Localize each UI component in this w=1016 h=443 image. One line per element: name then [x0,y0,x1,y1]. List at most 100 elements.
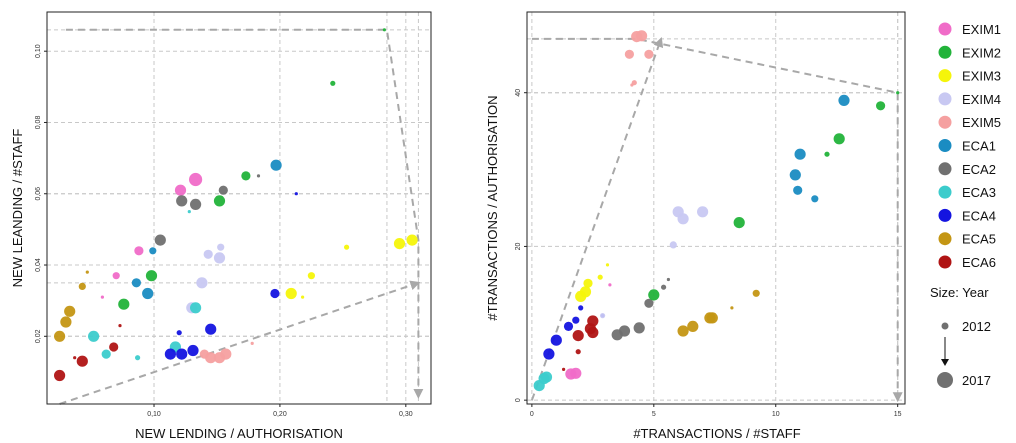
left-point-eca3 [88,330,100,342]
left-guide-lines [59,28,424,405]
left-point-exim2 [118,298,130,310]
legend-size-large-label: 2017 [962,373,991,388]
right-x-tick-label: 0 [530,411,534,418]
left-y-tick-label: 0,06 [35,187,42,201]
left-point-eca4 [164,348,176,360]
right-point-exim5 [636,30,648,42]
legend-size-arrowhead [941,359,949,366]
legend-marker-exim4 [938,92,952,106]
right-point-eca2 [633,322,645,334]
legend-label-exim5: EXIM5 [962,115,1001,130]
left-grid [47,12,431,404]
legend-label-eca2: ECA2 [962,162,996,177]
legend-series-list: EXIM1 EXIM2 EXIM3 EXIM4 EXIM5 ECA1 ECA2 ECA3 ECA… [938,22,1001,270]
right-point-exim1 [570,367,582,379]
right-point-eca1 [789,169,801,181]
legend-marker-eca5 [938,232,952,246]
left-point-exim5 [205,352,217,364]
left-point-eca1 [142,287,154,300]
left-y-tick-label: 0,08 [35,116,42,130]
left-x-axis-title: NEW LENDING / AUTHORISATION [135,426,343,441]
right-point-eca6 [562,367,566,371]
left-point-eca4 [205,323,217,335]
right-point-exim3 [583,278,593,288]
legend-marker-exim1 [938,22,952,36]
legend-marker-exim5 [938,115,952,129]
left-point-exim3 [406,234,418,246]
left-point-exim4 [196,277,208,289]
left-point-exim4 [203,249,213,259]
legend-label-exim1: EXIM1 [962,22,1001,37]
right-y-tick-label: 40 [515,89,522,97]
legend-size-title: Size: Year [930,285,989,300]
left-point-eca2 [256,174,261,178]
right-point-eca6 [575,349,581,355]
legend-label-eca3: ECA3 [962,185,996,200]
legend-label-eca6: ECA6 [962,255,996,270]
right-point-exim4 [600,313,606,319]
right-point-eca5 [687,320,699,332]
left-scatter-panel: 0,10 0,20 0,30 0,02 0,04 0,06 0,08 0,10 NEW LE… [10,11,432,441]
left-point-eca3 [190,302,202,314]
legend-marker-eca3 [938,185,952,199]
left-point-exim3 [285,287,297,300]
left-point-eca2 [218,185,228,195]
right-point-eca4 [563,321,574,331]
right-point-exim4 [697,206,709,218]
right-point-eca6 [572,330,584,342]
left-y-tick-label: 0,02 [35,329,42,343]
left-plot-frame [46,11,432,405]
left-y-axis-title: NEW LEANDING / #STAFF [10,129,25,288]
right-point-exim4 [669,241,677,249]
right-point-exim5 [631,80,637,86]
legend: EXIM1 EXIM2 EXIM3 EXIM4 EXIM5 ECA1 ECA2 ECA3 ECA… [930,22,1001,388]
left-guide-arrow [59,280,421,405]
right-point-eca4 [572,316,580,324]
right-point-exim2 [824,151,830,157]
right-y-tick-label: 0 [515,398,522,402]
legend-marker-eca4 [938,208,952,222]
legend-label-eca4: ECA4 [962,208,996,223]
left-point-exim3 [344,244,350,250]
right-point-eca5 [752,289,760,297]
left-point-exim1 [134,246,144,256]
left-x-ticks: 0,10 0,20 0,30 [147,404,413,418]
left-point-eca6 [118,324,122,328]
right-point-exim5 [624,49,635,59]
right-point-eca5 [706,312,718,324]
left-point-exim1 [174,184,187,196]
right-grid [527,12,905,404]
right-point-eca4 [550,334,562,346]
left-point-eca4 [176,348,188,360]
left-point-eca6 [73,356,77,360]
left-point-exim3 [301,295,305,299]
left-point-eca6 [54,369,66,382]
left-point-eca6 [109,342,119,352]
left-point-eca4 [176,330,182,336]
legend-size-large-marker [937,372,953,388]
right-points [533,30,900,392]
right-y-axis-title: #TRANSACTIONS / AUTHORISATION [485,95,500,320]
legend-marker-eca2 [938,162,952,176]
legend-size-small-label: 2012 [962,319,991,334]
left-point-eca4 [187,344,199,357]
right-point-eca3 [540,371,553,383]
right-y-ticks: 0 20 40 [515,89,527,402]
legend-label-exim2: EXIM2 [962,45,1001,60]
legend-marker-exim3 [938,69,952,83]
right-point-exim4 [677,213,689,225]
legend-label-eca1: ECA1 [962,139,996,154]
left-point-eca1 [131,278,141,288]
right-scatter-panel: 0 5 10 15 0 20 40 #TRANSACTIONS / #STAFF #TRA… [485,11,906,441]
right-x-axis-title: #TRANSACTIONS / #STAFF [633,426,800,441]
left-point-eca3 [101,349,111,359]
right-point-exim2 [733,217,745,229]
left-y-tick-label: 0,04 [35,258,42,272]
left-y-ticks: 0,02 0,04 0,06 0,08 0,10 [35,44,47,343]
left-point-eca5 [54,330,66,342]
left-point-eca3 [187,210,191,214]
left-x-tick-label: 0,20 [273,411,287,418]
left-point-eca2 [154,234,166,246]
right-point-exim3 [579,286,592,298]
